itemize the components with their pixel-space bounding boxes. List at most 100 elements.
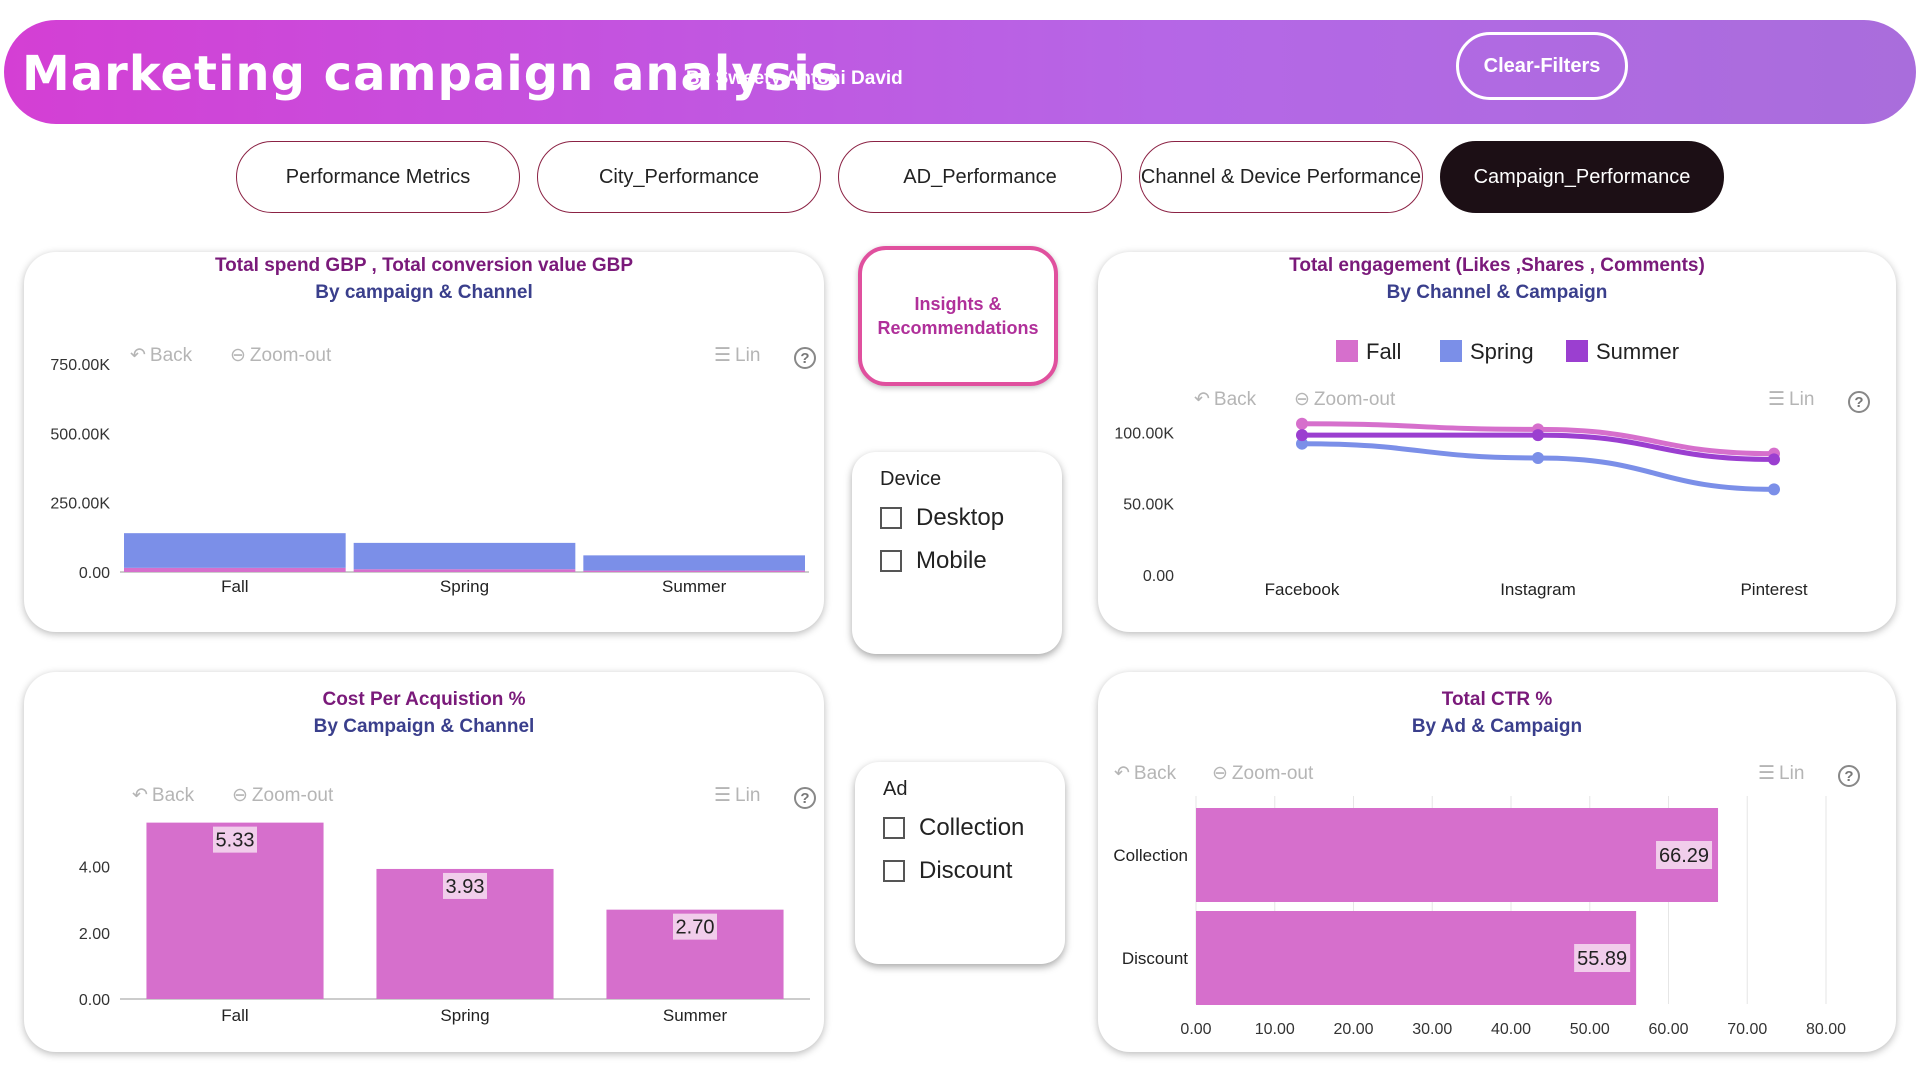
spend-conversion-chart: 0.00 250.00K 500.00K 750.00K Fall Spring Summe… [50, 357, 809, 596]
x-tick-label: Facebook [1265, 580, 1340, 599]
data-point [1296, 417, 1308, 430]
checkbox[interactable] [880, 550, 902, 572]
zoom-out-icon: ⊖ [232, 785, 248, 806]
bar-segment [353, 569, 576, 572]
data-label-bg [1656, 841, 1713, 869]
tab-performance-metrics[interactable]: Performance Metrics [236, 141, 520, 213]
lin-button[interactable]: ☰ Lin [714, 344, 761, 367]
x-tick-label: Fall [221, 1006, 248, 1025]
x-tick-label: 60.00 [1648, 1021, 1688, 1038]
x-tick-label: 20.00 [1333, 1021, 1373, 1038]
x-tick-label: 80.00 [1806, 1021, 1846, 1038]
chart-toolbar: ↶ Back ⊖ Zoom-out ☰ Lin ? [130, 344, 820, 372]
tab-campaign-performance[interactable]: Campaign_Performance [1440, 141, 1724, 213]
list-icon: ☰ [1768, 389, 1786, 410]
chart-subtitle: By Channel & Campaign [1386, 282, 1608, 303]
data-point [1768, 453, 1780, 466]
back-arrow-icon: ↶ [1114, 763, 1130, 784]
ad-slicer: Ad Collection Discount [855, 762, 1065, 964]
x-tick-label: Summer [662, 577, 727, 596]
chart-toolbar: ↶ Back ⊖ Zoom-out ☰ Lin ? [1114, 762, 1884, 790]
chart-title: Total engagement (Likes ,Shares , Commen… [1289, 255, 1705, 276]
slicer-title: Ad [883, 778, 908, 800]
bar [1196, 808, 1719, 902]
x-tick-label: Instagram [1500, 580, 1576, 599]
lin-button[interactable]: ☰ Lin [1758, 762, 1805, 785]
lin-button[interactable]: ☰ Lin [1768, 388, 1815, 411]
slicer-title: Device [880, 468, 942, 490]
help-icon[interactable]: ? [1838, 765, 1860, 787]
device-option-mobile[interactable]: Mobile [880, 547, 987, 575]
data-point [1296, 429, 1308, 442]
y-tick-label: 750.00K [50, 357, 110, 374]
data-point [1768, 483, 1780, 496]
help-icon[interactable]: ? [794, 787, 816, 809]
chart-title: Cost Per Acquistion % [322, 689, 526, 710]
legend-swatch [1566, 340, 1588, 362]
data-label: 55.89 [1577, 948, 1627, 970]
cpa-chart: 0.00 2.00 4.00 5.33 Fall 3.93 Spring 2.70 Summer [79, 822, 810, 1025]
zoom-out-button[interactable]: ⊖ Zoom-out [232, 784, 334, 807]
zoom-out-button[interactable]: ⊖ Zoom-out [230, 344, 332, 367]
help-icon[interactable]: ? [1848, 391, 1870, 413]
bar [1196, 911, 1637, 1005]
chart-subtitle: By Ad & Campaign [1411, 716, 1583, 737]
lin-button[interactable]: ☰ Lin [714, 784, 761, 807]
help-icon[interactable]: ? [794, 347, 816, 369]
zoom-out-button[interactable]: ⊖ Zoom-out [1212, 762, 1314, 785]
y-tick-label: 4.00 [79, 860, 110, 877]
y-tick-label: 250.00K [50, 496, 110, 513]
legend-label: Summer [1596, 339, 1679, 364]
list-icon: ☰ [714, 785, 732, 806]
x-tick-label: Summer [663, 1006, 728, 1025]
x-tick-label: 10.00 [1255, 1021, 1295, 1038]
y-tick-label: 2.00 [79, 926, 110, 943]
zoom-out-icon: ⊖ [230, 345, 246, 366]
chart-subtitle: By Campaign & Channel [313, 716, 535, 737]
data-point [1532, 451, 1544, 464]
back-arrow-icon: ↶ [132, 785, 148, 806]
y-tick-label: Collection [1113, 846, 1188, 865]
checkbox[interactable] [880, 507, 902, 529]
data-label-bg [213, 826, 257, 853]
back-arrow-icon: ↶ [1194, 389, 1210, 410]
cpa-card: Cost Per Acquistion % By Campaign & Chan… [24, 672, 824, 1052]
tab-channel-device-performance[interactable]: Channel & Device Performance [1139, 141, 1423, 213]
chart-title: Total CTR % [1441, 689, 1553, 710]
zoom-out-button[interactable]: ⊖ Zoom-out [1294, 388, 1396, 411]
checkbox[interactable] [883, 817, 905, 839]
bar-segment [124, 567, 346, 572]
clear-filters-button[interactable]: Clear-Filters [1456, 32, 1628, 100]
ad-option-discount[interactable]: Discount [883, 857, 1012, 885]
back-button[interactable]: ↶ Back [1194, 388, 1257, 411]
bar-segment [583, 570, 805, 572]
device-slicer: Device Desktop Mobile [852, 452, 1062, 654]
insights-line2: Recommendations [877, 318, 1039, 338]
chart-toolbar: ↶ Back ⊖ Zoom-out ☰ Lin ? [1194, 388, 1884, 416]
page-title: Marketing campaign analysis [22, 46, 841, 102]
insights-recommendations-button[interactable]: Insights & Recommendations [858, 246, 1058, 386]
chart-subtitle: By campaign & Channel [315, 282, 533, 303]
ctr-chart: 0.00 10.00 20.00 30.00 40.00 50.00 60.00 70.00 8… [1113, 796, 1846, 1038]
back-button[interactable]: ↶ Back [130, 344, 193, 367]
bar-segment [353, 542, 576, 570]
ctr-card: Total CTR % By Ad & Campaign ↶ Back ⊖ Zoom… [1098, 672, 1896, 1052]
zoom-out-icon: ⊖ [1294, 389, 1310, 410]
data-label-bg [443, 872, 487, 899]
tab-city-performance[interactable]: City_Performance [537, 141, 821, 213]
data-label: 66.29 [1659, 845, 1709, 867]
data-label-bg [1574, 944, 1631, 972]
checkbox[interactable] [883, 860, 905, 882]
x-tick-label: Spring [440, 1006, 489, 1025]
device-option-desktop[interactable]: Desktop [880, 504, 1004, 532]
data-label-bg [673, 913, 717, 940]
tab-ad-performance[interactable]: AD_Performance [838, 141, 1122, 213]
back-button[interactable]: ↶ Back [132, 784, 195, 807]
list-icon: ☰ [714, 345, 732, 366]
engagement-card: Total engagement (Likes ,Shares , Commen… [1098, 252, 1896, 632]
ad-option-collection[interactable]: Collection [883, 814, 1024, 842]
y-tick-label: 0.00 [79, 565, 110, 582]
back-button[interactable]: ↶ Back [1114, 762, 1177, 785]
data-label: 5.33 [216, 830, 255, 852]
bar-segment [124, 533, 346, 568]
